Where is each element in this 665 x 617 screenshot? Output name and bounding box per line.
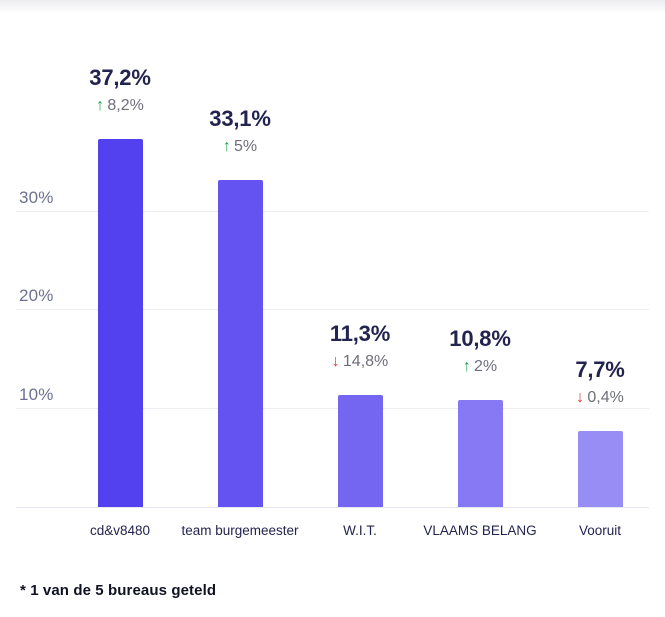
delta-value: 8,2% [104, 97, 144, 115]
bar-delta-label: ↑ 2% [410, 354, 550, 380]
x-axis-category-label: VLAAMS BELANG [423, 523, 537, 538]
counted-bureaus-note: * 1 van de 5 bureaus geteld [20, 582, 217, 599]
x-axis-baseline [16, 507, 649, 508]
bar-value-label: 7,7% [575, 356, 625, 382]
x-axis-category-label: W.I.T. [343, 523, 377, 538]
bar-delta-label: ↓ 14,8% [290, 349, 430, 375]
bar-label-stack: 7,7% ↓ 0,4% [530, 355, 665, 411]
bar-team burgemeester[interactable] [217, 179, 263, 507]
up-arrow-icon: ↑ [462, 358, 471, 376]
bar-label-stack: 37,2% ↑ 8,2% [50, 63, 190, 119]
x-axis-category-label: Vooruit [578, 523, 622, 538]
bar-Vooruit[interactable] [577, 430, 623, 507]
y-axis-tick-label: 20% [19, 286, 54, 306]
bar-label-stack: 33,1% ↑ 5% [170, 104, 310, 160]
y-axis-tick-label: 10% [19, 385, 54, 405]
delta-value: 5% [230, 137, 258, 155]
gridline-10% [16, 408, 649, 410]
bar-value-label: 11,3% [329, 321, 391, 347]
bar-label-stack: 11,3% ↓ 14,8% [290, 319, 430, 375]
delta-value: 0,4% [584, 388, 624, 406]
bar-value-label: 37,2% [89, 65, 151, 91]
down-arrow-icon: ↓ [331, 353, 340, 371]
bar-delta-label: ↓ 0,4% [530, 385, 665, 411]
bar-value-label: 10,8% [449, 326, 511, 352]
y-axis-tick-label: 30% [19, 187, 54, 207]
x-axis-category-label: cd&v8480 [89, 523, 151, 538]
gridline-30% [16, 210, 649, 212]
bar-VLAAMS BELANG[interactable] [457, 400, 503, 507]
delta-value: 14,8% [339, 353, 389, 371]
bar-label-stack: 10,8% ↑ 2% [410, 324, 550, 380]
down-arrow-icon: ↓ [576, 388, 585, 406]
x-axis-category-label: team burgemeester [181, 523, 299, 538]
delta-value: 2% [470, 358, 498, 376]
bar-value-label: 33,1% [209, 105, 271, 131]
bar-W.I.T.[interactable] [337, 395, 383, 507]
bar-delta-label: ↑ 8,2% [50, 93, 190, 119]
up-arrow-icon: ↑ [222, 137, 231, 155]
bar-cd&v8480[interactable] [97, 139, 143, 507]
bar-delta-label: ↑ 5% [170, 134, 310, 160]
gridline-20% [16, 309, 649, 311]
up-arrow-icon: ↑ [96, 97, 105, 115]
